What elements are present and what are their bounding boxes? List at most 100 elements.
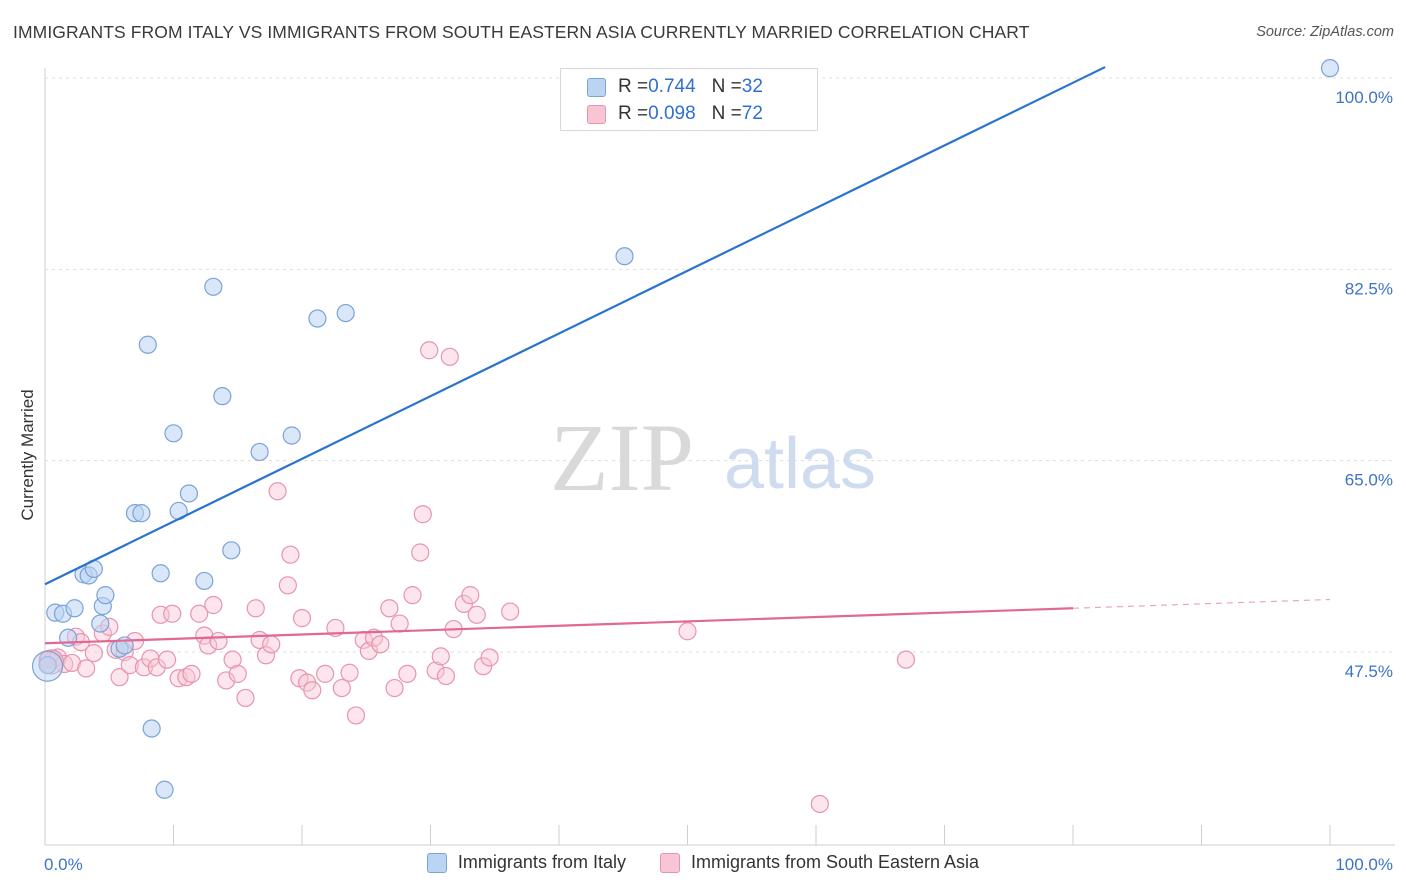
legend-label-italy: Immigrants from Italy xyxy=(457,852,626,872)
data-point-sea xyxy=(467,605,486,624)
y-tick-label: 100.0% xyxy=(1335,88,1393,107)
data-point-sea xyxy=(190,604,209,623)
y-tick-label: 65.0% xyxy=(1345,471,1393,490)
data-point-sea xyxy=(157,650,177,669)
data-point-sea xyxy=(223,650,242,669)
data-point-italy xyxy=(65,599,84,618)
data-point-sea xyxy=(292,609,312,628)
data-point-sea xyxy=(262,635,281,654)
data-point-sea xyxy=(340,663,359,682)
data-point-italy xyxy=(91,614,110,633)
data-point-sea xyxy=(195,626,214,645)
data-point-sea xyxy=(413,505,432,524)
sea-legend-swatch xyxy=(659,852,680,873)
grid-lines xyxy=(45,77,1395,653)
data-point-sea xyxy=(501,602,520,621)
stats-legend-row-sea: R = 0.098 N = 72 xyxy=(587,102,763,126)
trend-line-italy xyxy=(44,66,1106,586)
data-point-italy xyxy=(222,541,241,560)
data-point-sea xyxy=(177,668,196,687)
r-value: 0.098 xyxy=(648,103,696,124)
data-point-italy xyxy=(195,571,214,591)
data-point-sea xyxy=(678,622,697,641)
data-point-italy xyxy=(155,780,174,799)
data-point-sea xyxy=(217,671,236,690)
axes xyxy=(44,68,1395,846)
data-point-sea xyxy=(385,678,404,698)
data-point-sea xyxy=(380,599,399,618)
data-point-sea xyxy=(364,628,384,647)
data-point-sea xyxy=(236,688,255,708)
data-point-italy xyxy=(282,426,301,445)
series-legend: Immigrants from Italy Immigrants from So… xyxy=(0,852,1406,873)
legend-item-italy[interactable]: Immigrants from Italy xyxy=(426,852,626,873)
data-point-italy xyxy=(204,277,223,296)
data-point-italy xyxy=(96,586,115,605)
n-label: N = xyxy=(711,103,742,124)
data-point-sea xyxy=(420,341,439,360)
data-point-sea xyxy=(278,576,297,595)
data-point-sea xyxy=(411,543,430,562)
data-point-sea xyxy=(110,668,129,687)
data-point-italy xyxy=(31,650,64,682)
trend-line-sea-extension xyxy=(1072,598,1331,609)
x-tick-label: 0.0% xyxy=(44,855,83,874)
data-point-italy xyxy=(336,303,355,323)
data-point-sea xyxy=(316,664,335,683)
watermark-atlas: atlas xyxy=(724,424,876,504)
data-point-italy xyxy=(615,247,634,266)
data-point-sea xyxy=(120,656,139,675)
data-point-italy xyxy=(142,719,161,738)
r-label: R = xyxy=(618,103,649,124)
data-point-sea xyxy=(147,658,166,677)
source-label: Source: ZipAtlas.com xyxy=(1256,24,1394,40)
n-label: N = xyxy=(711,76,742,97)
data-point-sea xyxy=(77,659,96,678)
data-point-italy xyxy=(308,309,327,328)
data-point-sea xyxy=(371,635,390,654)
data-point-sea xyxy=(440,347,459,366)
data-point-sea xyxy=(84,643,103,663)
legend-label-sea: Immigrants from South Eastern Asia xyxy=(690,852,980,872)
italy-swatch xyxy=(587,77,606,97)
data-point-sea xyxy=(398,664,417,683)
legend-item-sea[interactable]: Immigrants from South Eastern Asia xyxy=(659,852,980,873)
data-point-sea xyxy=(403,586,422,605)
data-point-sea xyxy=(426,661,445,680)
data-point-sea xyxy=(268,482,287,501)
watermark-zip: ZIP xyxy=(550,404,694,511)
data-point-sea xyxy=(461,586,480,605)
series-south-eastern-asia xyxy=(38,341,916,814)
data-point-italy xyxy=(132,504,151,523)
y-axis-label: Currently Married xyxy=(18,389,37,521)
y-tick-label: 47.5% xyxy=(1345,662,1393,681)
chart-title: IMMIGRANTS FROM ITALY VS IMMIGRANTS FROM… xyxy=(13,22,1030,42)
data-point-sea xyxy=(332,678,351,698)
trend-line-sea xyxy=(44,607,1074,645)
data-point-sea xyxy=(281,545,300,564)
data-point-sea xyxy=(480,648,499,667)
data-point-sea xyxy=(228,664,247,683)
y-tick-label: 82.5% xyxy=(1345,279,1393,298)
data-point-italy xyxy=(250,442,269,462)
data-point-italy xyxy=(179,484,199,503)
watermark: ZIP atlas xyxy=(550,404,876,511)
data-point-italy xyxy=(213,387,232,406)
italy-legend-swatch xyxy=(426,852,447,873)
trend-lines xyxy=(44,66,1331,645)
data-point-sea xyxy=(436,666,456,686)
data-point-sea xyxy=(256,646,276,665)
data-point-sea xyxy=(182,664,201,683)
stats-legend: R = 0.744 N = 32 R = 0.098 N = 72 xyxy=(560,68,818,131)
data-point-sea xyxy=(209,631,228,651)
r-label: R = xyxy=(618,76,649,97)
data-point-italy xyxy=(151,564,170,583)
data-point-sea xyxy=(246,599,265,618)
data-point-sea xyxy=(163,604,182,623)
r-value: 0.744 xyxy=(648,76,696,97)
data-point-sea xyxy=(390,614,409,633)
data-point-sea xyxy=(896,650,916,669)
tick-labels: 47.5% 65.0% 82.5% 100.0% 0.0% 100.0% xyxy=(44,88,1393,874)
data-point-italy xyxy=(138,335,157,354)
